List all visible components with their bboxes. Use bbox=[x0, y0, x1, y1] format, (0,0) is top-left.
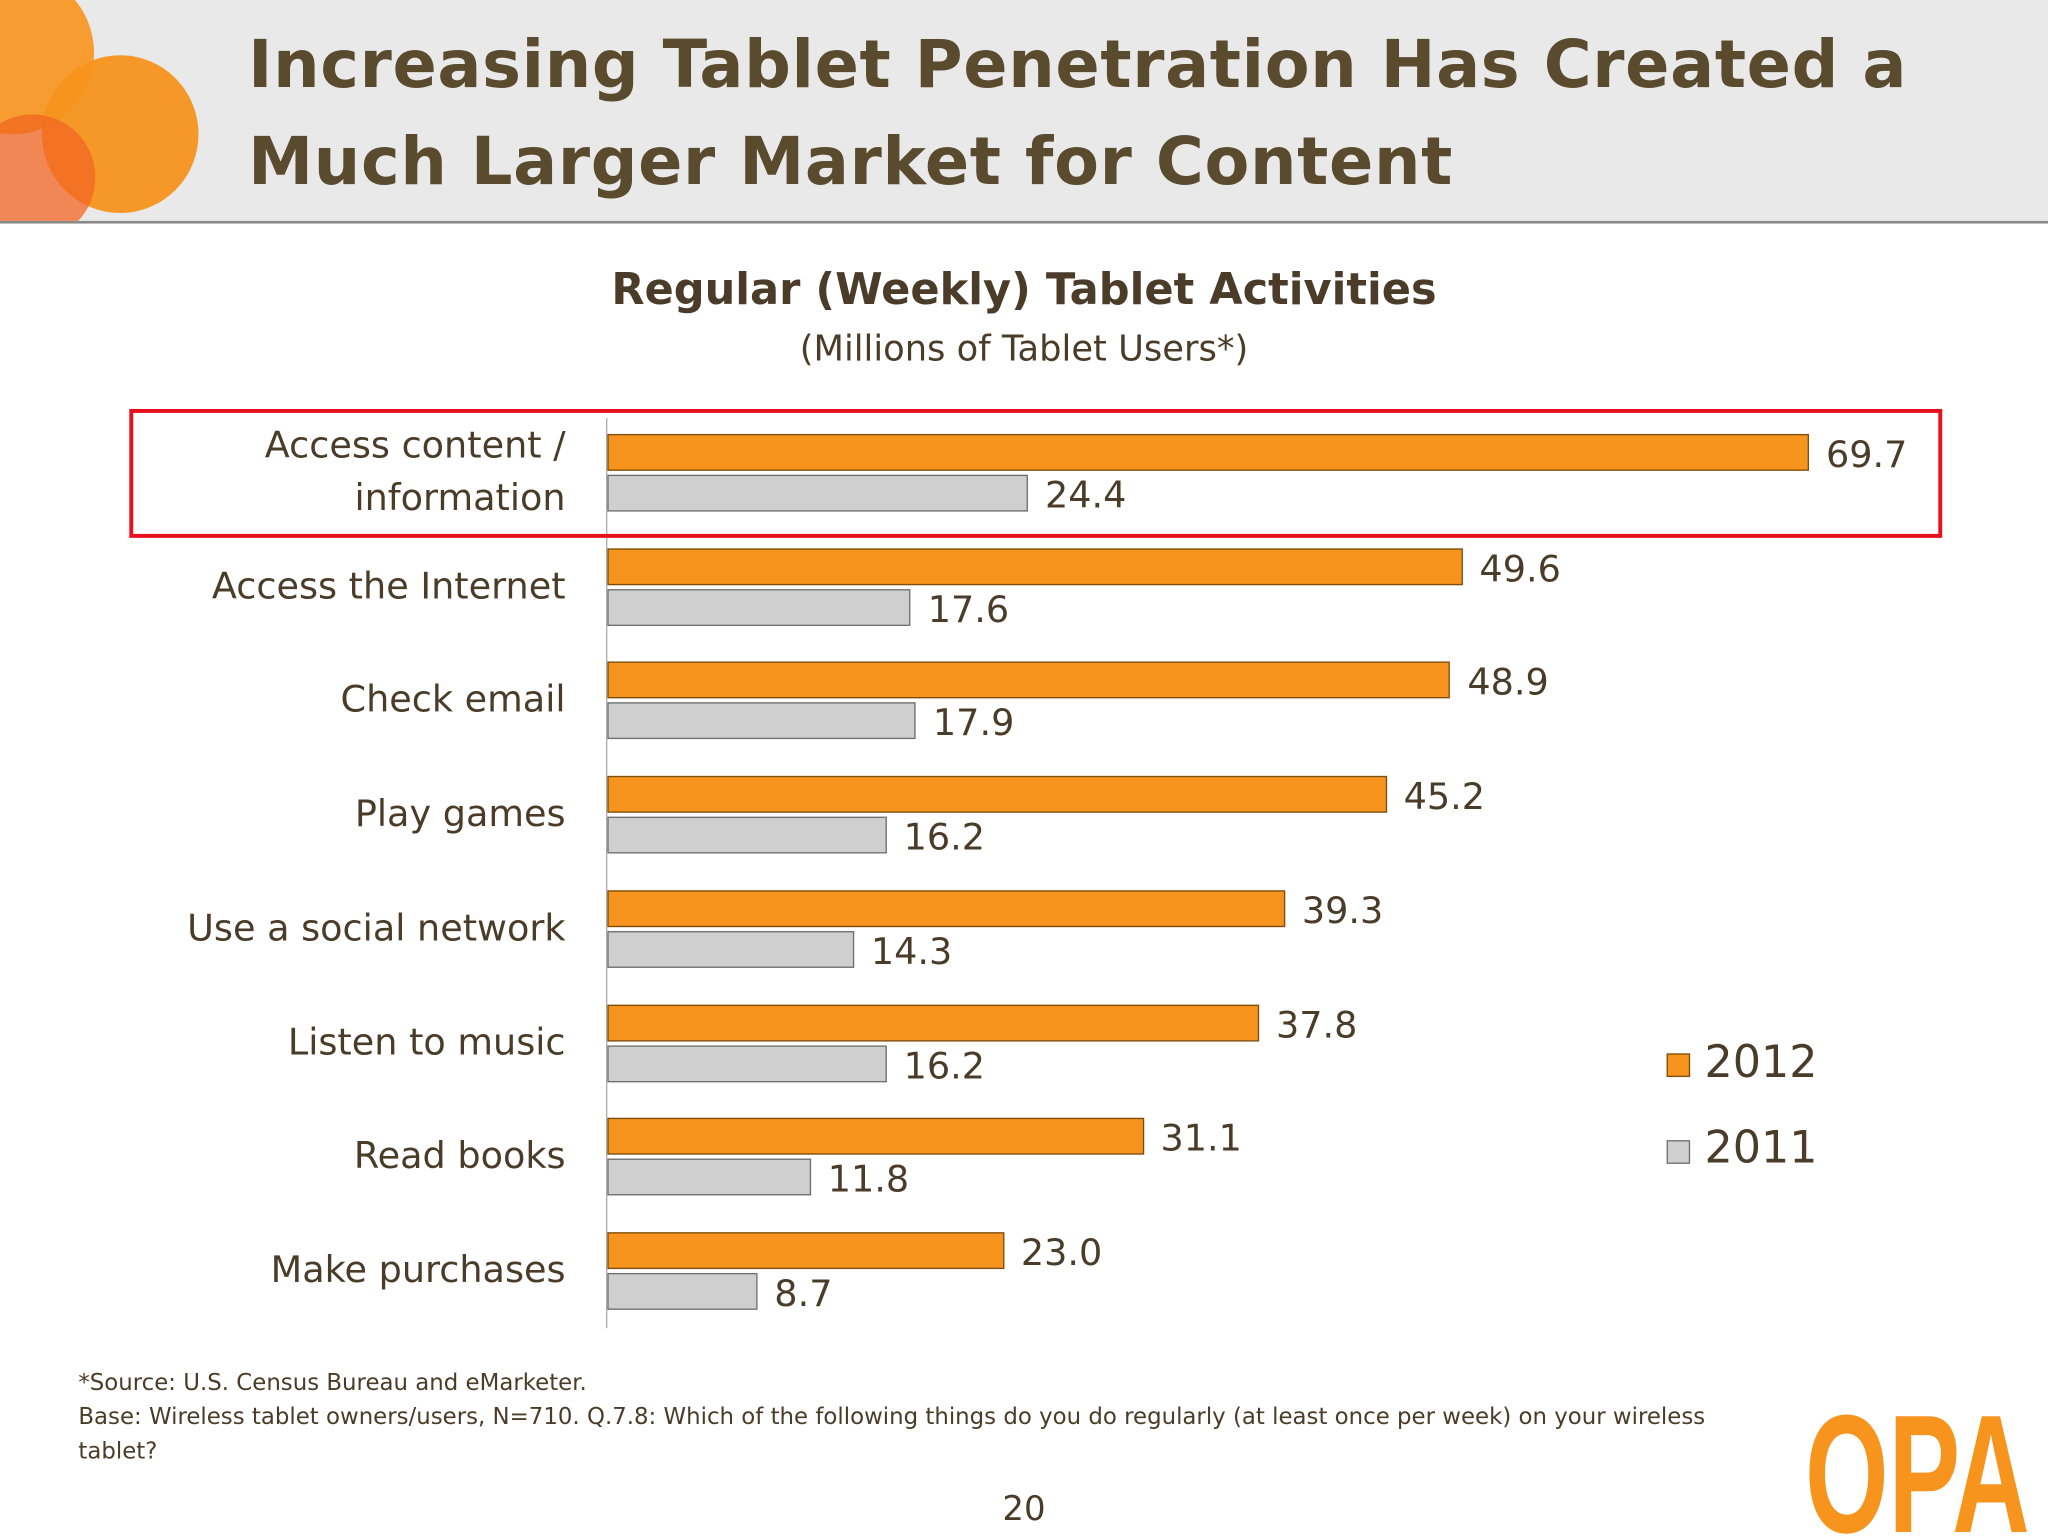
category-label-line: Check email bbox=[340, 677, 566, 722]
category-label-line: Read books bbox=[353, 1133, 566, 1178]
bar-2012 bbox=[607, 547, 1463, 585]
bar-2012 bbox=[607, 661, 1451, 699]
category-label-line: Use a social network bbox=[187, 905, 566, 950]
bar-2011 bbox=[607, 1272, 758, 1310]
chart-title: Regular (Weekly) Tablet Activities bbox=[611, 263, 1437, 315]
chart-subtitle: (Millions of Tablet Users*) bbox=[799, 328, 1249, 370]
category-axis-line bbox=[606, 418, 608, 1329]
highlight-box bbox=[129, 408, 1943, 538]
data-label-2012: 23.0 bbox=[1020, 1230, 1103, 1275]
footnote-base: Base: Wireless tablet owners/users, N=71… bbox=[78, 1404, 1706, 1431]
category-label: Read books bbox=[354, 1130, 566, 1183]
footnote-source: *Source: U.S. Census Bureau and eMarkete… bbox=[78, 1370, 587, 1397]
bar-2011 bbox=[607, 588, 911, 626]
category-label-line: information bbox=[354, 476, 566, 520]
category-label: Make purchases bbox=[271, 1244, 566, 1297]
bar-2011 bbox=[607, 702, 916, 740]
data-label-2012: 69.7 bbox=[1825, 432, 1908, 477]
slide-header: Increasing Tablet Penetration Has Create… bbox=[0, 0, 2048, 224]
data-label-2012: 31.1 bbox=[1160, 1116, 1242, 1161]
data-label-2011: 17.9 bbox=[932, 701, 1015, 745]
legend-swatch-2012 bbox=[1666, 1053, 1691, 1078]
data-label-2011: 16.2 bbox=[903, 1043, 986, 1087]
bar-2012 bbox=[607, 776, 1387, 813]
bar-2012 bbox=[607, 1004, 1260, 1041]
bar-2011 bbox=[607, 1158, 811, 1196]
category-label: Listen to music bbox=[288, 1016, 566, 1069]
data-label-2012: 37.8 bbox=[1275, 1002, 1358, 1047]
data-label-2012: 39.3 bbox=[1301, 888, 1384, 933]
bar-2011 bbox=[607, 930, 854, 968]
data-label-2011: 24.4 bbox=[1044, 473, 1127, 517]
category-label-line: Access content / bbox=[264, 423, 566, 467]
category-label: Access the Internet bbox=[212, 560, 566, 613]
slide-title-line-1: Increasing Tablet Penetration Has Create… bbox=[248, 26, 1908, 103]
legend-label-2011: 2011 bbox=[1704, 1121, 1818, 1175]
data-label-2011: 14.3 bbox=[870, 929, 953, 973]
bar-2012 bbox=[607, 1232, 1004, 1269]
category-label-line: Make purchases bbox=[270, 1247, 566, 1292]
bar-2012 bbox=[607, 1118, 1144, 1155]
data-label-2011: 17.6 bbox=[927, 587, 1010, 631]
data-label-2011: 11.8 bbox=[827, 1157, 910, 1201]
data-label-2011: 8.7 bbox=[774, 1271, 833, 1315]
data-label-2012: 45.2 bbox=[1403, 774, 1485, 819]
bar-2011 bbox=[607, 1044, 887, 1082]
category-label: Play games bbox=[355, 788, 566, 841]
category-label-line: Play games bbox=[354, 791, 566, 836]
data-label-2011: 16.2 bbox=[903, 815, 986, 859]
bar-2012 bbox=[607, 890, 1285, 927]
decorative-circles-icon bbox=[0, 0, 199, 221]
data-label-2012: 49.6 bbox=[1479, 546, 1561, 591]
category-label: Check email bbox=[341, 674, 566, 727]
bar-2011 bbox=[607, 816, 887, 854]
opa-logo: OPA bbox=[1805, 1401, 2030, 1536]
bar-2011 bbox=[607, 474, 1028, 512]
legend-label-2012: 2012 bbox=[1704, 1036, 1818, 1089]
category-label-line: Listen to music bbox=[287, 1019, 566, 1064]
bar-2012 bbox=[607, 433, 1809, 471]
category-label: Access content / information bbox=[265, 420, 566, 525]
page-number: 20 bbox=[1002, 1489, 1046, 1530]
legend-swatch-2011 bbox=[1666, 1140, 1691, 1164]
category-label: Use a social network bbox=[187, 902, 565, 955]
slide-title-line-2: Much Larger Market for Content bbox=[248, 123, 1453, 200]
svg-text:OPA: OPA bbox=[1805, 1401, 2030, 1536]
category-label-line: Access the Internet bbox=[211, 563, 566, 608]
footnote-base-cont: tablet? bbox=[78, 1438, 158, 1465]
data-label-2012: 48.9 bbox=[1467, 660, 1549, 705]
